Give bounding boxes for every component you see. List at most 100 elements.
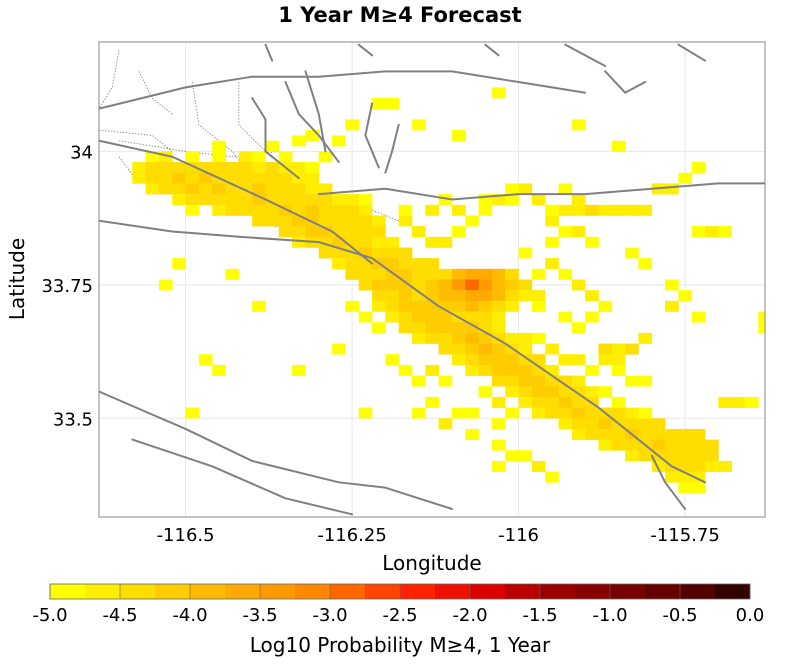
heatmap-cell-189 [412,332,426,344]
heatmap-cell-27 [172,172,186,184]
heatmap-cell-219 [491,375,506,387]
heatmap-cell-320 [412,226,426,238]
heatmap-cell-61 [292,194,306,206]
colorbar-segment-14 [540,584,576,599]
heatmap-cell-33 [252,172,266,184]
heatmap-cell-337 [611,354,626,366]
heatmap-cell-238 [545,407,559,419]
heatmap-cell-343 [611,396,626,408]
colorbar-segment-9 [365,584,401,599]
heatmap-cell-114 [345,258,360,270]
heatmap-cell-113 [332,258,346,270]
heatmap-cell-173 [398,311,413,323]
heatmap-cell-223 [545,375,559,387]
heatmap-cell-176 [438,311,453,323]
heatmap-cell-364 [491,439,506,451]
heatmap-cell-76 [318,204,333,216]
heatmap-cell-417 [531,268,546,280]
county-border-13 [238,188,399,222]
heatmap-cell-216 [518,364,533,376]
heatmap-cell-138 [412,279,426,291]
heatmap-cell-309 [558,226,573,238]
heatmap-cell-212 [465,364,479,376]
heatmap-cell-17 [225,162,240,174]
heatmap-cell-258 [651,428,666,440]
heatmap-cell-201 [478,343,493,355]
heatmap-cell-386 [412,119,426,131]
heatmap-cell-324 [398,204,413,216]
heatmap-cell-419 [545,236,559,248]
heatmap-cell-119 [412,258,426,270]
fault-line-9 [484,43,500,57]
heatmap-cell-359 [398,364,413,376]
colorbar-ticks: -5.0 -4.5 -4.0 -3.5 -3.0 -2.5 -2.0 -1.5 -1.0 -0.5… [32,584,764,626]
heatmap-cell-366 [531,460,546,472]
heatmap-cell-338 [598,354,613,366]
fault-line-15 [251,97,300,180]
heatmap-cell-58 [252,194,266,206]
heatmap-cell-408 [545,204,559,216]
heatmap-cell-404 [412,407,426,419]
heatmap-cell-294 [558,204,573,216]
heatmap-cell-284 [665,471,679,483]
colorbar-tick-label-6: -2.0 [452,605,487,626]
heatmap-cell-275 [678,450,693,462]
heatmap-cell-191 [438,332,453,344]
heatmap-cell-186 [465,322,479,334]
heatmap-cell-127 [425,268,439,280]
heatmap-cell-179 [478,311,493,323]
heatmap-cell-233 [545,396,559,408]
heatmap-cell-270 [705,439,719,451]
heatmap-cell-161 [385,300,399,312]
heatmap-cell-73 [278,204,293,216]
fault-line-1 [99,139,374,265]
heatmap-cell-85 [318,215,333,227]
fault-line-8 [357,43,374,57]
heatmap-cell-142 [465,279,479,291]
heatmap-cell-249 [625,418,639,430]
heatmap-cell-72 [265,204,280,216]
heatmap-cell-65 [345,194,360,206]
heatmap-cell-246 [585,418,599,430]
heatmap-cell-280 [678,460,693,472]
heatmap-cell-289 [478,194,493,206]
heatmap-cell-91 [292,226,306,238]
heatmap-cell-281 [691,460,706,472]
heatmap-cell-32 [238,172,253,184]
heatmap-cell-307 [718,226,732,238]
heatmap-cell-255 [611,428,626,440]
heatmap-cell-241 [585,407,599,419]
county-border-0 [99,49,120,109]
heatmap-cell-297 [598,204,613,216]
heatmap-cell-262 [598,439,613,451]
heatmap-cell-251 [651,418,666,430]
heatmap-cell-277 [705,450,719,462]
heatmap-cell-269 [691,439,706,451]
heatmap-cell-147 [372,290,386,302]
heatmap-cell-283 [718,460,732,472]
y-axis-label: Latitude [5,238,29,320]
heatmap-cell-70 [238,204,253,216]
heatmap-cell-67 [185,204,200,216]
heatmap-cell-312 [545,258,559,270]
heatmap-cell-59 [265,194,280,206]
heatmap-cell-166 [451,300,466,312]
heatmap-cell-45 [238,183,253,195]
heatmap-cell-169 [491,300,506,312]
heatmap-cell-157 [505,290,519,302]
heatmap-cell-390 [212,140,226,152]
heatmap-cell-171 [531,300,546,312]
heatmap-cell-276 [691,450,706,462]
heatmap-cell-362 [438,418,453,430]
heatmap-cell-24 [132,172,146,184]
heatmap-cell-141 [451,279,466,291]
heatmap-cell-79 [358,204,373,216]
heatmap-cell-221 [518,375,533,387]
heatmap-cell-225 [505,386,519,398]
heatmap-cell-162 [398,300,413,312]
x-axis-label: Longitude [382,551,481,575]
heatmap-cell-268 [678,439,693,451]
heatmap-cell-409 [571,194,586,206]
x-tick-label-3: -115.75 [650,525,719,546]
heatmap-cell-353 [491,396,506,408]
